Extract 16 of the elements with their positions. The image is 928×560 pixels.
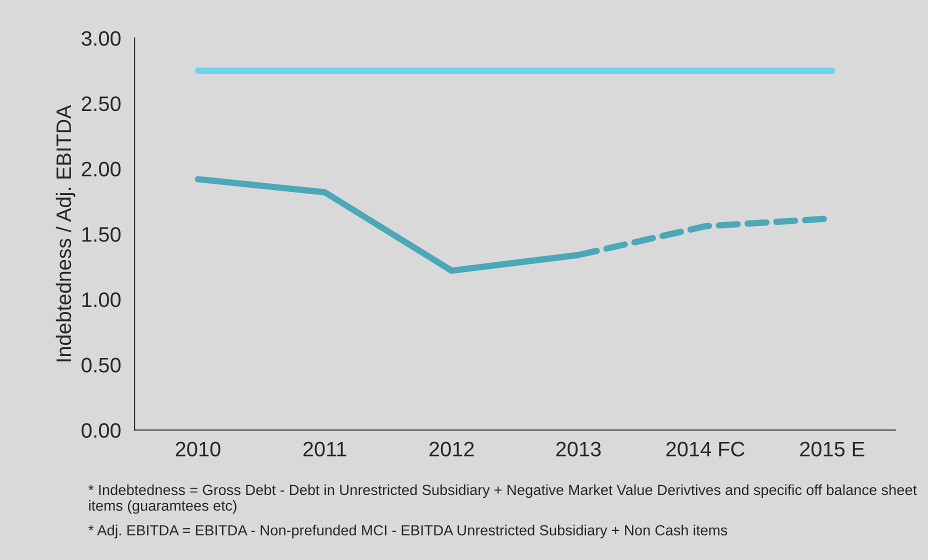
x-tick-label: 2012 [430,442,474,456]
y-tick-label: 0.50 [82,358,121,372]
y-tick-label: 1.50 [82,227,121,242]
text: * Adj. EBITDA = EBITDA - Non-prefunded MCI - EBITDA Unrestricted Subsidiary + Non Cash items [88,524,728,538]
x-tick-label: 2010 [176,442,220,456]
x-tick-label: 2013 [556,442,601,456]
y-axis-title: Indebtedness / Adj. EBITDA [56,104,76,362]
y-tick-label: 1.00 [82,292,121,308]
x-tick-label: 2011 [303,442,346,456]
y-tick-label: 3.00 [82,31,121,46]
y-tick-label: 2.00 [82,162,121,176]
x-tick-label: 2015 E [800,442,864,456]
x-tick-label: 2014 FC [666,442,744,456]
y-tick-label: 0.00 [82,423,121,438]
y-tick-label: 2.50 [82,96,121,112]
text: * Indebtedness = Gross Debt - Debt in Unrestricted Subsidiary + Negative Market Value Derivtives and specific off balance sheet items (guaramtees etc) [88,484,917,514]
